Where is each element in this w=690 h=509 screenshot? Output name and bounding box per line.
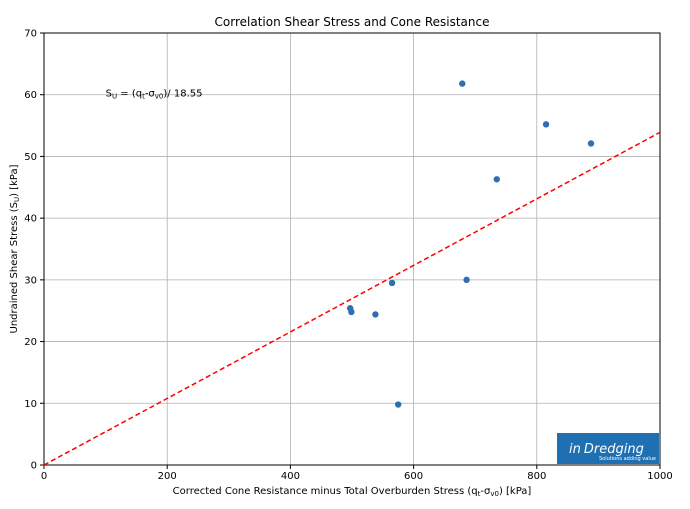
annot-suffix: )/ 18.55 [163, 89, 202, 100]
x-tick-label: 400 [281, 471, 300, 482]
data-point [542, 121, 550, 128]
y-tick-label: 60 [24, 90, 37, 101]
y-tick-label: 30 [24, 275, 37, 286]
logo-wordmark: in Dredging [569, 442, 644, 457]
xlabel-sub-v0: v0 [490, 490, 499, 498]
data-point [493, 176, 500, 183]
x-tick-label: 200 [158, 471, 177, 482]
annot-sub-u: U [112, 93, 117, 101]
x-tick-label: 1000 [647, 471, 672, 482]
y-tick-label: 20 [24, 337, 37, 348]
data-point [388, 279, 396, 287]
x-tick-label: 800 [527, 471, 546, 482]
ylabel-prefix: Undrained Shear Stress (S [9, 202, 20, 333]
logo-background [557, 433, 659, 464]
xlabel-mid: -σ [480, 486, 491, 497]
y-tick-label: 0 [31, 461, 37, 472]
data-point [348, 308, 355, 316]
annot-sub-t: t [142, 93, 145, 101]
data-point [372, 311, 379, 318]
data-points [346, 80, 595, 408]
y-axis-label: Undrained Shear Stress (SU) [kPa] [9, 164, 21, 333]
fit-line [43, 131, 661, 466]
annot-mid2: -σ [145, 89, 156, 100]
y-tick-label: 70 [24, 29, 37, 40]
data-point [463, 276, 470, 284]
indredging-logo: in Dredging Solutions adding value [557, 433, 659, 464]
data-point [587, 140, 595, 147]
xlabel-prefix: Corrected Cone Resistance minus Total Ov… [173, 486, 478, 497]
xlabel-suffix: ) [kPa] [499, 486, 531, 497]
data-point [459, 80, 466, 87]
y-tick-label: 10 [24, 399, 37, 410]
y-tick-label: 40 [24, 214, 37, 225]
y-tick-label: 50 [24, 152, 37, 163]
xlabel-sub-t: t [478, 490, 481, 498]
chart-title: Correlation Shear Stress and Cone Resist… [215, 15, 490, 29]
ylabel-suffix: ) [kPa] [9, 164, 20, 196]
x-tick-label: 0 [41, 471, 47, 482]
logo-tagline: Solutions adding value [599, 456, 656, 462]
ylabel-sub-u: U [13, 197, 21, 202]
logo-prefix: in [569, 442, 581, 457]
data-point [395, 401, 402, 408]
axis-ticks: 0 200 400 600 800 1000 0 10 20 30 40 50 60 70 [24, 29, 672, 483]
x-tick-label: 600 [404, 471, 423, 482]
formula-annotation: SU = (qt-σv0)/ 18.55 [106, 89, 203, 101]
plot-frame [43, 32, 661, 466]
annot-mid1: = (q [117, 89, 142, 100]
x-axis-label: Corrected Cone Resistance minus Total Ov… [173, 486, 532, 498]
logo-brand: Dredging [584, 442, 644, 457]
annot-s: S [106, 89, 112, 100]
annot-sub-v0: v0 [155, 93, 164, 101]
